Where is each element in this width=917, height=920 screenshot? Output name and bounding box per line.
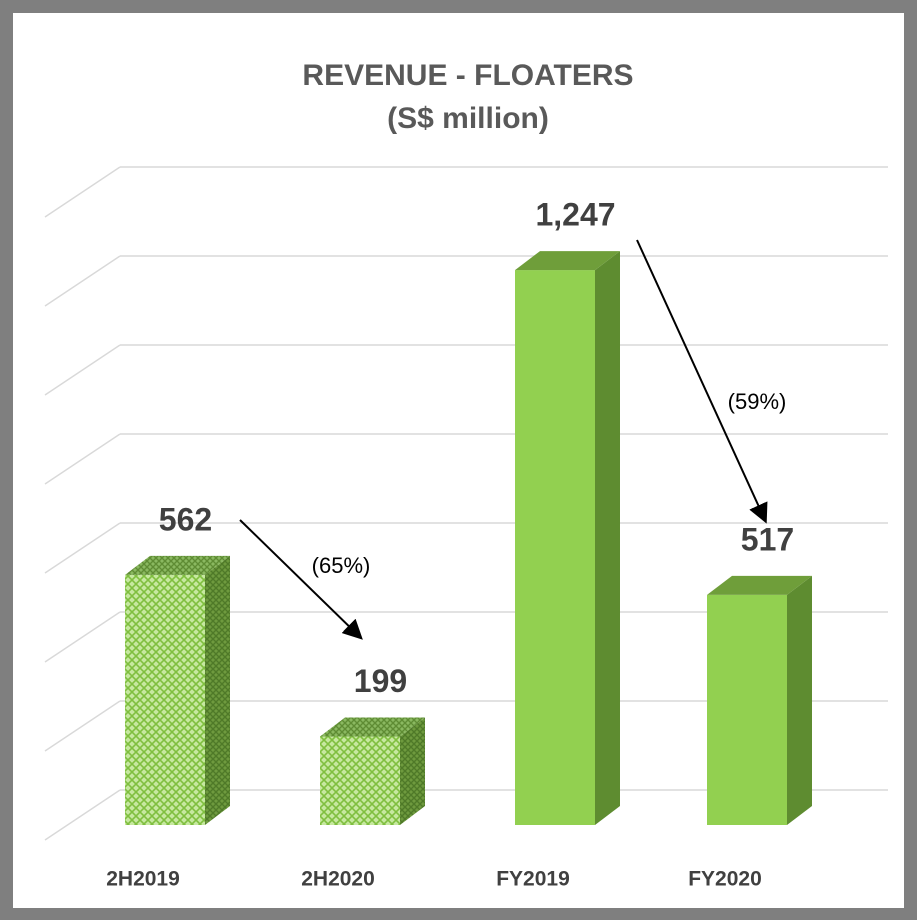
chart-title: REVENUE - FLOATERS bbox=[302, 59, 633, 92]
bar-front bbox=[707, 594, 787, 825]
x-tick-label: FY2020 bbox=[688, 868, 762, 891]
grid-line bbox=[44, 433, 121, 485]
arrow bbox=[636, 239, 768, 524]
bar-side bbox=[595, 251, 620, 825]
bar-top bbox=[320, 717, 425, 737]
data-label: 562 bbox=[159, 501, 212, 537]
bar-side bbox=[205, 555, 230, 825]
data-label: 517 bbox=[741, 521, 794, 557]
grid-line bbox=[44, 789, 121, 841]
data-label: 199 bbox=[354, 663, 407, 699]
bar-front bbox=[320, 736, 400, 825]
grid-line bbox=[44, 700, 121, 752]
bar-top bbox=[125, 555, 230, 575]
bar-top bbox=[707, 575, 812, 595]
chart-subtitle: (S$ million) bbox=[387, 102, 549, 135]
data-label: 1,247 bbox=[535, 197, 615, 233]
x-tick-label: FY2019 bbox=[496, 868, 570, 891]
x-tick-label: 2H2020 bbox=[301, 868, 375, 891]
annotation: (59%) bbox=[728, 389, 787, 414]
bar-front bbox=[515, 270, 595, 826]
bar-front bbox=[125, 574, 205, 825]
arrow bbox=[239, 519, 363, 640]
grid-line bbox=[44, 344, 121, 396]
grid-line bbox=[44, 522, 121, 574]
grid-line bbox=[44, 611, 121, 663]
bar-side bbox=[400, 717, 425, 825]
bar-top bbox=[515, 251, 620, 271]
x-tick-label: 2H2019 bbox=[106, 868, 180, 891]
grid-line bbox=[44, 166, 121, 218]
grid-line bbox=[44, 255, 121, 307]
bar-side bbox=[787, 575, 812, 825]
annotation: (65%) bbox=[312, 553, 371, 578]
